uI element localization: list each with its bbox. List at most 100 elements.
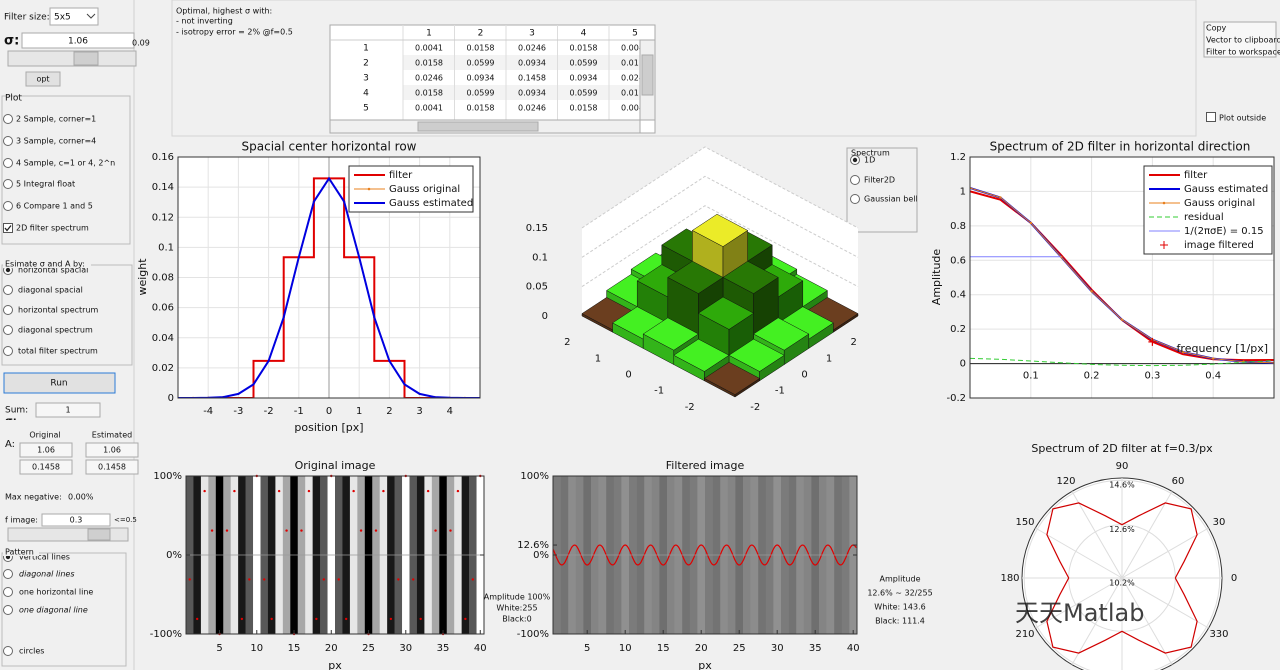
sigma-input[interactable] (21, 32, 135, 49)
radio-button[interactable] (3, 587, 13, 597)
back-wall (582, 146, 705, 316)
table-cell: 0.0158 (570, 44, 598, 53)
bar-face (697, 296, 755, 330)
back-wall (705, 146, 858, 316)
x-tick-label: 1 (356, 406, 362, 417)
signal-point (434, 529, 437, 532)
row-header: 1 (363, 44, 369, 54)
theta-tick-label: 180 (1000, 573, 1019, 584)
table-cell: 0.1458 (518, 74, 546, 83)
checkbox[interactable] (3, 223, 13, 233)
legend-label: Gauss estimated (389, 198, 473, 209)
series-line (970, 357, 1274, 367)
polar-spoke (1071, 577, 1123, 665)
label: diagonal spacial (18, 286, 83, 295)
radio-button[interactable] (3, 158, 13, 168)
radio-button[interactable] (3, 569, 13, 579)
signal-point (464, 617, 467, 621)
radio-button[interactable] (3, 605, 13, 615)
run-button[interactable] (3, 372, 116, 394)
label: - not inverting (176, 17, 233, 26)
radio-button[interactable] (3, 346, 13, 356)
value-field (85, 442, 139, 458)
label: total filter spectrum (18, 347, 98, 356)
f-image-input[interactable] (41, 513, 111, 527)
annotation: White: 143.6 (874, 603, 925, 612)
x-tick-label: 0.3 (1144, 371, 1160, 382)
bar-face (753, 317, 810, 351)
label: diagonal lines (19, 570, 75, 579)
y-tick-label: -100% (517, 629, 549, 640)
polar-spoke (1035, 527, 1123, 579)
column-header: 4 (581, 29, 587, 39)
point-marker (999, 196, 1002, 199)
signal-point (277, 489, 281, 493)
opt-button[interactable] (25, 71, 61, 87)
signal-point (374, 529, 378, 532)
y-tick-label: 2 (851, 337, 857, 348)
polar-curve (1046, 502, 1198, 654)
sigma-slider[interactable] (7, 50, 137, 67)
y-tick-label: 100% (153, 471, 182, 482)
table-cell: 0.0246 (518, 44, 546, 53)
dropdown[interactable] (49, 7, 99, 26)
radio-button[interactable] (850, 194, 860, 204)
copy-action[interactable]: Filter to workspace (1206, 48, 1280, 57)
signal-point (471, 578, 475, 581)
x-tick-label: 25 (362, 643, 375, 654)
checkbox[interactable] (1206, 112, 1216, 122)
annotation: 12.6% ~ 32/255 (867, 589, 932, 598)
theta-tick-label: 330 (1209, 629, 1228, 640)
x-tick-label: 0.2 (1084, 371, 1100, 382)
signal-point (203, 489, 206, 493)
x-tick-label: 40 (847, 643, 860, 654)
y-tick-label: 0.8 (950, 221, 966, 232)
radio-button[interactable] (3, 285, 13, 295)
scroll-thumb[interactable] (417, 121, 539, 132)
slider-thumb[interactable] (87, 528, 111, 541)
y-tick-label: 0.02 (152, 363, 174, 374)
label-background (3, 420, 33, 428)
value-field (85, 459, 139, 475)
row-header: 5 (363, 104, 369, 114)
table-body: 1 2 3 4 5 1 0.0041 0.0158 0.0246 0.0158 0.0041 2 0.0… (363, 25, 649, 120)
radio-button[interactable] (3, 646, 13, 656)
y-tick-label: 0.04 (152, 333, 174, 344)
axes-box (185, 475, 485, 635)
x-axis-label: position [px] (294, 421, 363, 434)
label: one diagonal line (19, 606, 88, 615)
x-tick-label: 25 (733, 643, 746, 654)
x-tick-label: 30 (399, 643, 412, 654)
annotation: Black:0 (502, 615, 531, 624)
radio-button[interactable] (850, 175, 860, 185)
top-panel (171, 0, 1197, 137)
radio-button[interactable] (3, 114, 13, 124)
y-tick-label: 0.2 (950, 324, 966, 335)
legend-swatch (367, 187, 371, 191)
slider-thumb[interactable] (73, 51, 99, 66)
radio-button[interactable] (3, 136, 13, 146)
signal-point (419, 617, 422, 621)
radio-button[interactable] (3, 325, 13, 335)
x-tick-label: 10 (619, 643, 632, 654)
table-cell: 0.0158 (621, 89, 649, 98)
label: Filter size: (4, 13, 50, 23)
radio-button[interactable] (3, 201, 13, 211)
point-marker (1029, 221, 1033, 225)
copy-action[interactable]: Vector to clipboard (1206, 36, 1280, 45)
bar-face (703, 361, 761, 395)
radio-button[interactable] (3, 179, 13, 189)
table-cell: 0.0934 (570, 74, 598, 83)
radio-button[interactable] (3, 305, 13, 315)
x-tick-label: 3 (416, 406, 422, 417)
label: Plot (5, 94, 22, 104)
scroll-thumb[interactable] (641, 54, 654, 96)
x-tick-label: 2 (564, 337, 570, 348)
y-tick-label: 0 (168, 393, 174, 404)
x-tick-label: 0 (625, 370, 631, 381)
label: 0.00% (68, 493, 94, 502)
column-header: 1 (426, 29, 432, 39)
y-tick-label: -1 (775, 386, 785, 397)
table-cell: 0.0246 (518, 104, 546, 113)
polar-spoke (1071, 491, 1123, 579)
